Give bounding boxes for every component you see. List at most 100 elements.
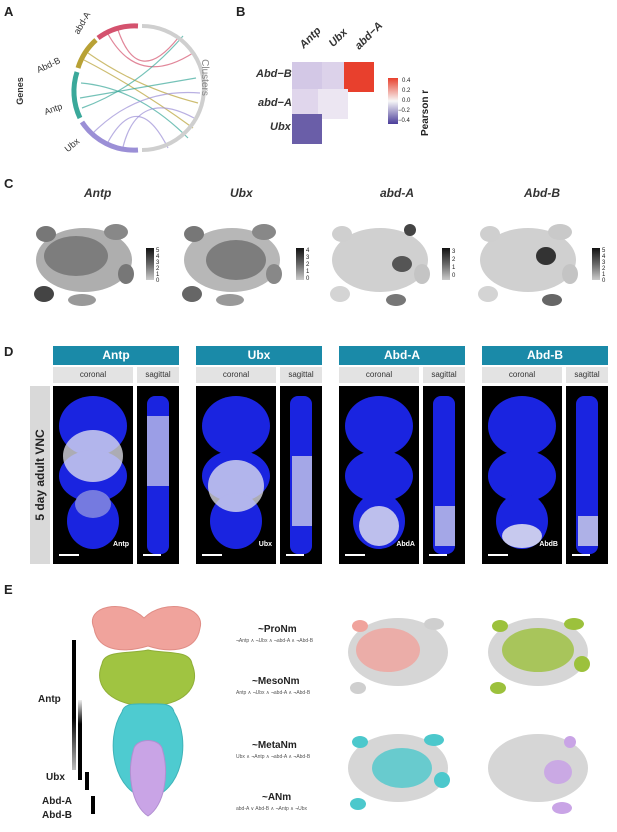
expression-bar-abd-a <box>85 772 89 790</box>
vnc-sagittal-image-abd-a <box>423 386 465 564</box>
vnc-image-tag: Antp <box>113 541 129 548</box>
vnc-coronal-label: coronal <box>53 367 133 383</box>
legend-tick: 4 <box>156 254 160 260</box>
legend-tick: 0 <box>602 278 606 284</box>
chord-clusters-title: Clusters <box>198 59 210 96</box>
heatmap-col-abda: abd−A <box>352 19 386 53</box>
legend-tick: 3 <box>602 260 606 266</box>
vnc-group-header-abd-a: Abd-A <box>339 346 465 365</box>
legend-tick: 0 <box>452 273 456 279</box>
vnc-sagittal-label: sagittal <box>280 367 322 383</box>
heatmap-cell <box>292 114 322 144</box>
vnc-coronal-label: coronal <box>482 367 562 383</box>
legend-tick: 4 <box>306 248 310 254</box>
scale-bar <box>345 554 365 556</box>
vnc-image-tag: AbdB <box>539 541 558 548</box>
legend-tick: 0 <box>306 276 310 282</box>
legend-tick: 1 <box>306 269 310 275</box>
legend-tick: 4 <box>602 254 606 260</box>
tsne-highlight-pronm <box>348 618 448 694</box>
segment-rule-metanm: Ubx ∧ ¬Antp ∧ ¬abd-A ∧ ¬Abd-B <box>236 754 311 760</box>
tsne-plot-abda <box>330 224 430 306</box>
vnc-group-header-abd-b: Abd-B <box>482 346 608 365</box>
panel-e-label: E <box>4 582 13 597</box>
expression-bar-antp <box>72 640 76 770</box>
vnc-group-header-antp: Antp <box>53 346 179 365</box>
segment-title-pronm: ~ProNm <box>258 624 297 635</box>
segment-title-metanm: ~MetaNm <box>252 740 297 751</box>
tsne-legend-ticks-abda: 3 2 1 0 <box>452 248 455 280</box>
segment-rule-mesonm: Antp ∧ ¬Ubx ∧ ¬abd-A ∧ ¬Abd-B <box>236 690 311 696</box>
panel-d-label: D <box>4 344 14 359</box>
scale-bar <box>488 554 508 556</box>
heatmap-colorbar-tick: 0.0 <box>402 98 411 104</box>
legend-tick: 2 <box>452 257 456 263</box>
legend-tick: 2 <box>156 266 160 272</box>
heatmap-colorbar-title: Pearson r <box>420 89 431 136</box>
chord-diagram <box>71 23 206 153</box>
legend-tick: 1 <box>452 265 456 271</box>
expression-bar-abd-b <box>91 796 95 814</box>
tsne-legend-abda <box>442 248 450 280</box>
heatmap-row-ubx: Ubx <box>270 121 291 133</box>
vnc-coronal-label: coronal <box>196 367 276 383</box>
heatmap-colorbar-tick: 0.4 <box>402 78 411 84</box>
heatmap-cell <box>318 89 348 119</box>
legend-tick: 1 <box>602 272 606 278</box>
vnc-row-label-strip: 5 day adult VNC <box>30 386 50 564</box>
legend-tick: 1 <box>156 272 160 278</box>
tsne-highlight-anm <box>488 734 588 814</box>
heatmap-colorbar-tick: −0.2 <box>398 108 410 114</box>
tsne-title-ubx: Ubx <box>230 186 253 200</box>
heatmap-col-ubx: Ubx <box>326 26 350 50</box>
vnc-sagittal-image-abd-b <box>566 386 608 564</box>
vnc-coronal-label: coronal <box>339 367 419 383</box>
tsne-legend-ubx <box>296 248 304 280</box>
vnc-coronal-image-antp: Antp <box>53 386 133 564</box>
heatmap-row-abda: abd−A <box>258 97 292 109</box>
tsne-title-antp: Antp <box>84 186 112 200</box>
scale-bar <box>286 554 304 556</box>
panel-b-label: B <box>236 4 246 19</box>
panel-c-label: C <box>4 176 14 191</box>
heatmap-cell <box>344 62 374 92</box>
tsne-plot-abdb <box>478 224 578 306</box>
scale-bar <box>59 554 79 556</box>
vnc-sagittal-image-antp <box>137 386 179 564</box>
heatmap-colorbar-tick: −0.4 <box>398 118 410 124</box>
tsne-legend-ticks-antp: 5 4 3 2 1 0 <box>156 248 159 284</box>
vnc-sagittal-label: sagittal <box>566 367 608 383</box>
segment-title-mesonm: ~MesoNm <box>252 676 300 687</box>
legend-tick: 2 <box>602 266 606 272</box>
bar-label-abd-a: Abd-A <box>42 796 72 807</box>
vnc-coronal-image-abd-a: AbdA <box>339 386 419 564</box>
vnc-row-label: 5 day adult VNC <box>33 429 47 521</box>
tsne-highlight-mesonm <box>488 618 590 694</box>
tsne-legend-ticks-ubx: 4 3 2 1 0 <box>306 248 309 283</box>
tsne-highlight-metanm <box>348 734 450 810</box>
vnc-sagittal-image-ubx <box>280 386 322 564</box>
heatmap-col-antp: Antp <box>297 24 324 52</box>
bar-label-ubx: Ubx <box>46 772 65 783</box>
chord-genes-title: Genes <box>14 77 25 105</box>
panel-a-label: A <box>4 4 14 19</box>
vnc-coronal-image-ubx: Ubx <box>196 386 276 564</box>
expression-bar-ubx <box>78 700 82 780</box>
vnc-sagittal-label: sagittal <box>423 367 465 383</box>
bar-label-antp: Antp <box>38 694 61 705</box>
heatmap-row-abdb: Abd−B <box>256 68 292 80</box>
legend-tick: 3 <box>306 255 310 261</box>
tsne-title-abdb: Abd-B <box>524 186 560 200</box>
scale-bar <box>202 554 222 556</box>
legend-tick: 5 <box>156 248 160 254</box>
tsne-plot-antp <box>34 224 134 306</box>
segment-title-anm: ~ANm <box>262 792 292 803</box>
legend-tick: 2 <box>306 262 310 268</box>
vnc-sagittal-label: sagittal <box>137 367 179 383</box>
segment-rule-anm: abd-A ∨ Abd-B ∧ ¬Antp ∧ ¬Ubx <box>236 806 308 812</box>
bar-label-abd-b: Abd-B <box>42 810 72 821</box>
vnc-coronal-image-abd-b: AbdB <box>482 386 562 564</box>
legend-tick: 5 <box>602 248 606 254</box>
legend-tick: 3 <box>156 260 160 266</box>
tsne-legend-abdb <box>592 248 600 280</box>
